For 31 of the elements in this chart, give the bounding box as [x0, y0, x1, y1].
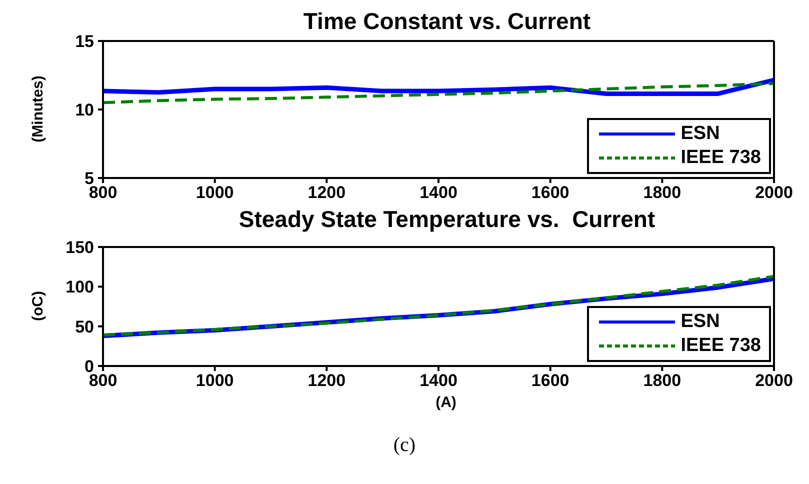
y-tick-label: 150: [66, 238, 94, 258]
x-axis-title: (A): [434, 394, 458, 411]
x-tick-label: 800: [88, 371, 118, 390]
y-tick-label: 100: [66, 278, 94, 297]
x-tick-label: 1600: [531, 183, 570, 202]
y-axis-title: (Minutes): [30, 76, 46, 142]
x-tick-label: 1400: [420, 183, 458, 202]
x-tick-label: 1800: [643, 183, 682, 202]
x-tick-label: 800: [88, 183, 118, 202]
x-tick-label: 1400: [420, 371, 458, 390]
y-tick-label: 10: [75, 100, 94, 120]
x-tick-label: 1000: [196, 183, 234, 202]
x-tick-label: 1000: [196, 371, 234, 390]
x-tick-label: 1200: [308, 371, 346, 390]
x-tick-label: 1600: [531, 371, 570, 390]
y-tick-label: 50: [75, 317, 94, 336]
legend-label: IEEE 738: [680, 335, 761, 357]
legend-label: IEEE 738: [680, 147, 761, 169]
line-series: [103, 82, 774, 104]
x-tick-label: 1200: [308, 183, 346, 202]
x-tick-label: 2000: [755, 371, 793, 390]
y-tick-label: 15: [75, 32, 94, 52]
x-tick-label: 1800: [643, 371, 682, 390]
legend-label: ESN: [680, 123, 720, 145]
text: (c): [392, 434, 417, 457]
chart-title: Time Constant vs. Current: [302, 8, 592, 35]
legend-label: ESN: [680, 311, 720, 333]
y-axis-title: (oC): [30, 291, 46, 321]
chart-title: Steady State Temperature vs. Current: [238, 206, 656, 233]
line-series: [103, 78, 774, 96]
x-tick-label: 2000: [755, 183, 793, 202]
